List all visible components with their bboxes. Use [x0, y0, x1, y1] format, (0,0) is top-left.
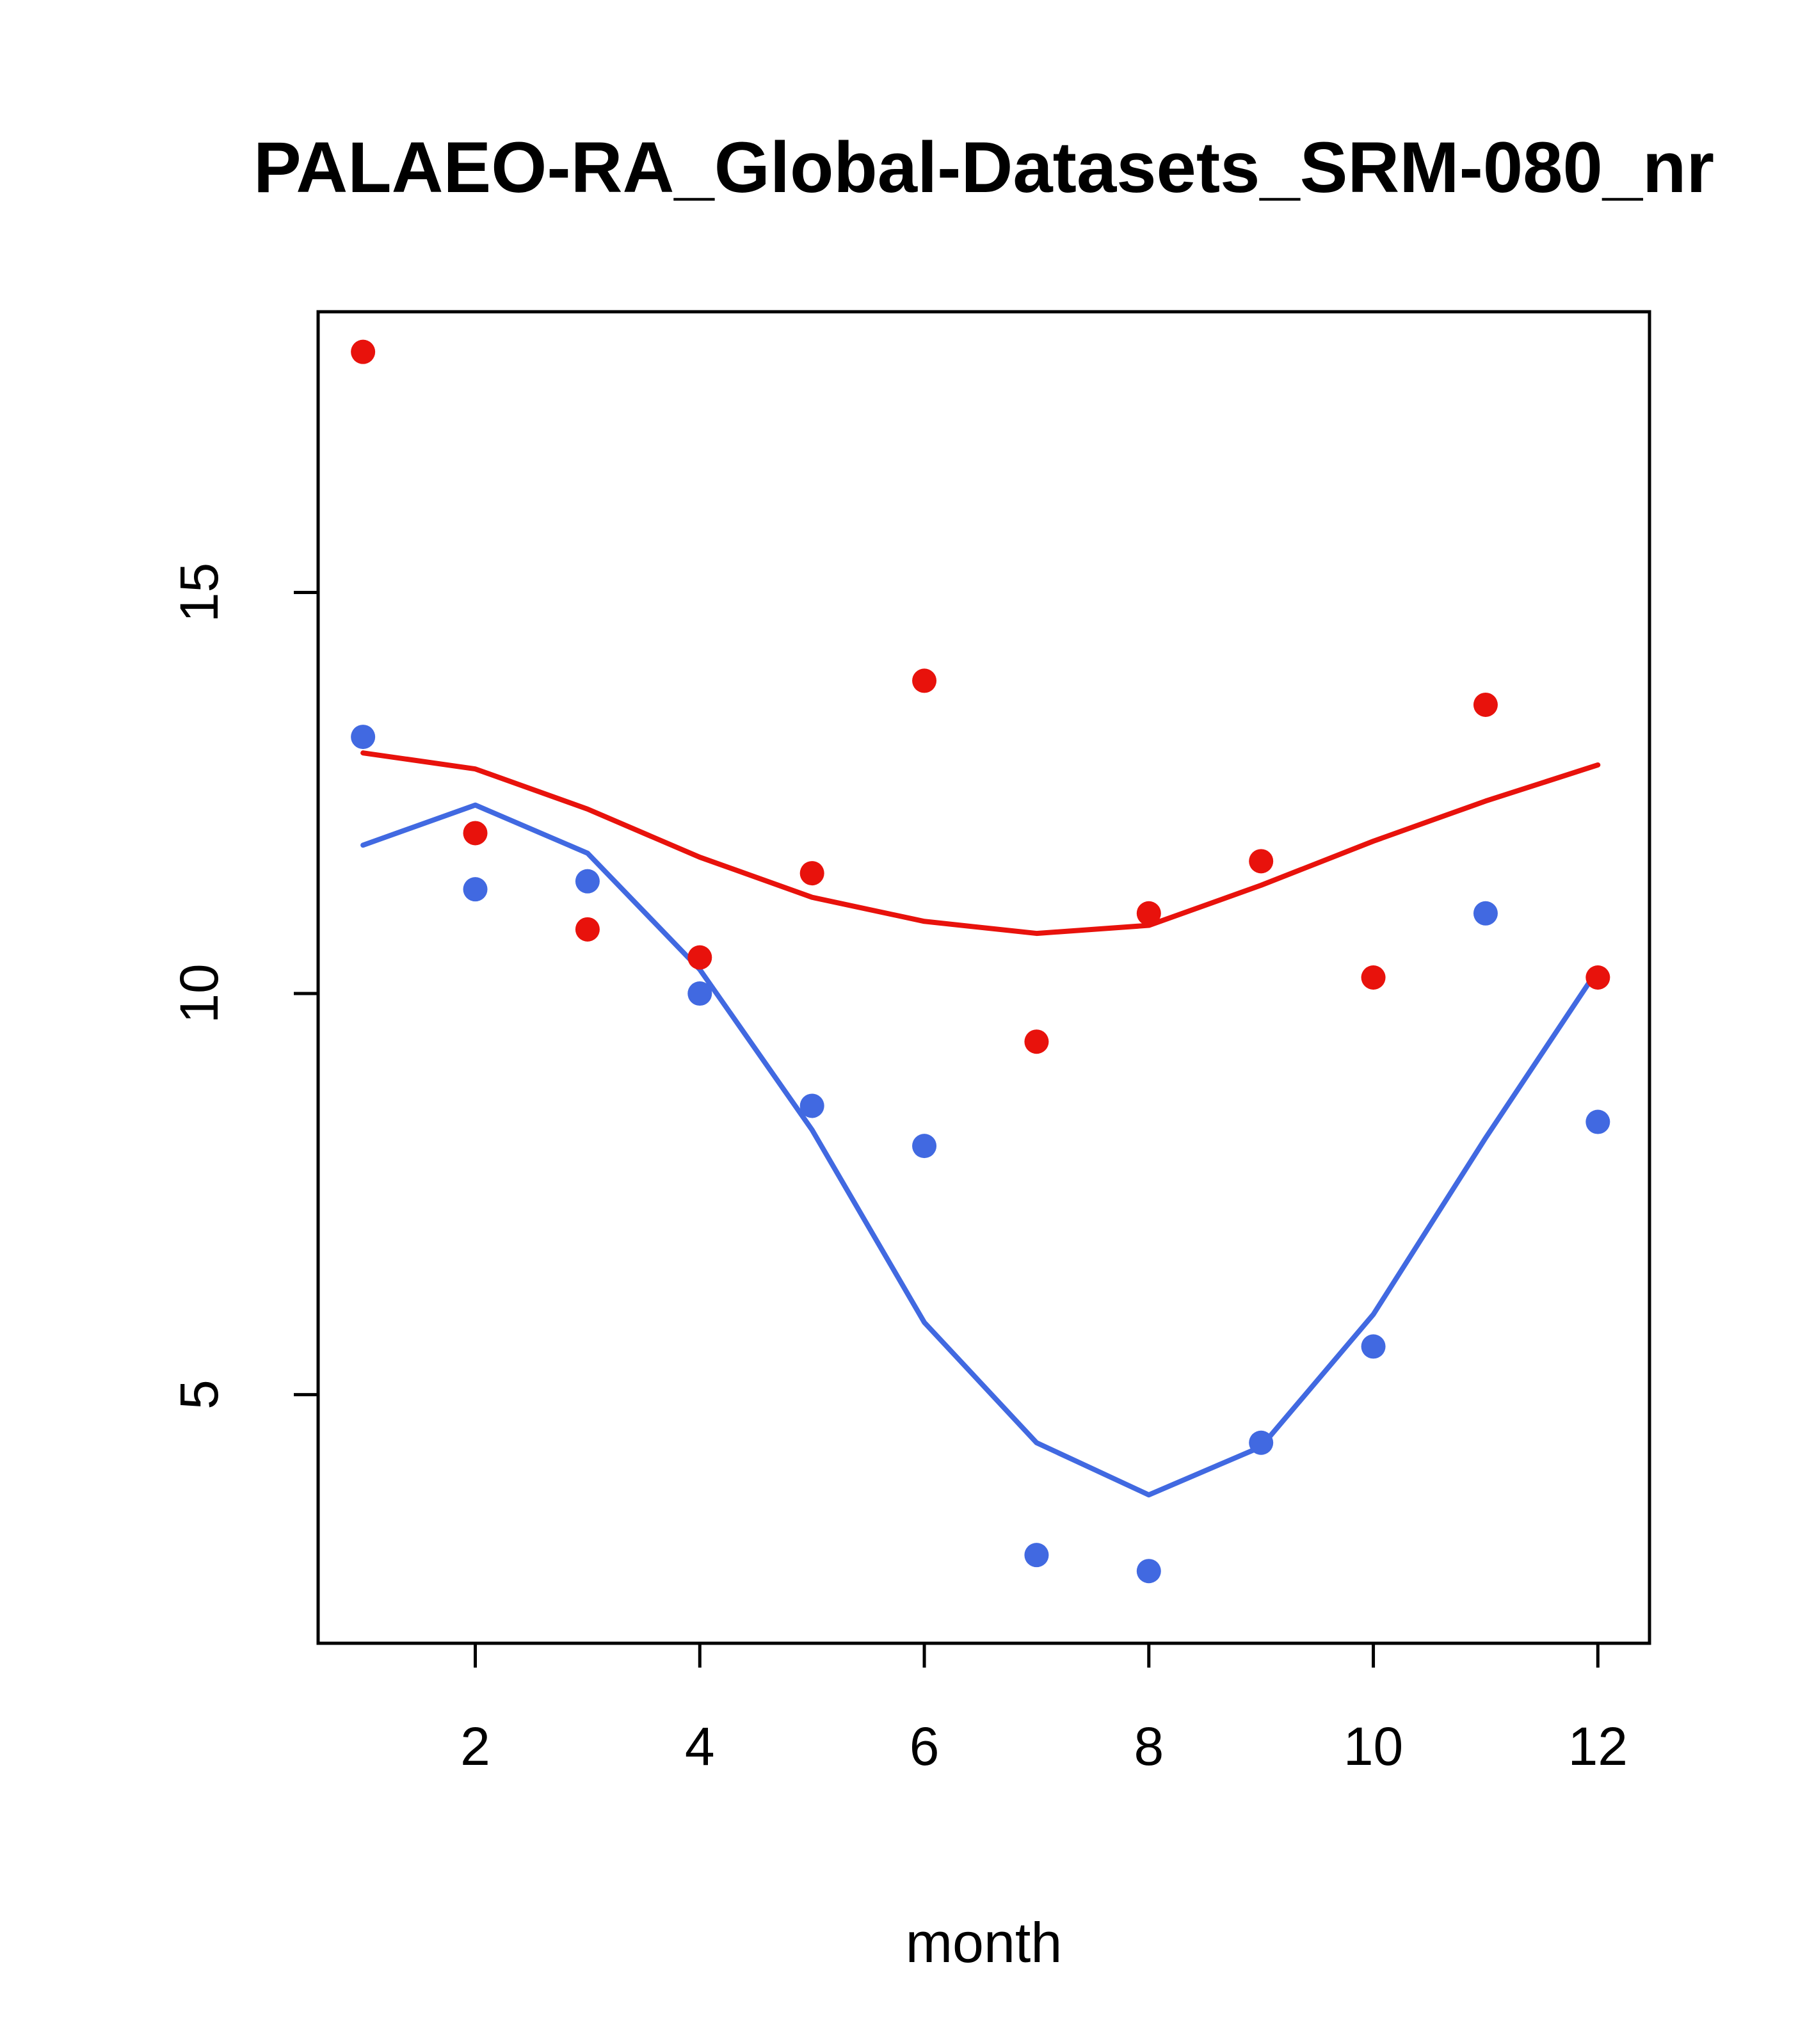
- blue-points-marker: [799, 1093, 824, 1118]
- red-points-marker: [799, 861, 824, 886]
- blue-points-marker: [1249, 1430, 1274, 1455]
- x-tick-label: 2: [460, 1716, 490, 1776]
- x-axis-label: month: [906, 1911, 1063, 1974]
- blue-line-smooth: [360, 802, 1601, 1498]
- red-points-marker: [1136, 901, 1161, 926]
- red-points-marker: [1024, 1029, 1049, 1054]
- blue-points-marker: [687, 981, 712, 1006]
- red-points-marker: [1361, 965, 1386, 990]
- y-tick-label: 5: [169, 1380, 229, 1410]
- blue-points-marker: [1024, 1543, 1049, 1568]
- plot-box: [316, 310, 1651, 1645]
- blue-points-marker: [1585, 1109, 1610, 1134]
- x-tick-label: 6: [910, 1716, 940, 1776]
- red-points-marker: [1249, 849, 1274, 874]
- red-points-marker: [1585, 965, 1610, 990]
- red-line-smooth: [360, 750, 1601, 937]
- blue-points-marker: [912, 1134, 937, 1159]
- blue-points-marker: [463, 877, 488, 902]
- y-tick-label: 10: [169, 963, 229, 1023]
- x-tick-label: 4: [685, 1716, 715, 1776]
- y-tick-label: 15: [169, 563, 229, 622]
- blue-points-marker: [351, 725, 376, 750]
- red-points-marker: [687, 945, 712, 970]
- x-tick-label: 8: [1134, 1716, 1164, 1776]
- red-points-marker: [912, 668, 937, 693]
- chart-title: PALAEO-RA_Global-Datasets_SRM-080_nr: [253, 127, 1714, 207]
- red-points-marker: [1473, 692, 1498, 717]
- plot-area: 2 4 6 8 10 12 5 10 15: [169, 310, 1651, 1776]
- x-tick-label: 12: [1568, 1716, 1628, 1776]
- red-points-marker: [351, 339, 376, 364]
- blue-points-marker: [575, 869, 600, 894]
- blue-points-marker: [1361, 1334, 1386, 1359]
- blue-points-marker: [1136, 1559, 1161, 1584]
- blue-points-marker: [1473, 901, 1498, 926]
- red-points-marker: [575, 917, 600, 942]
- x-tick-label: 10: [1344, 1716, 1403, 1776]
- red-points-marker: [463, 821, 488, 846]
